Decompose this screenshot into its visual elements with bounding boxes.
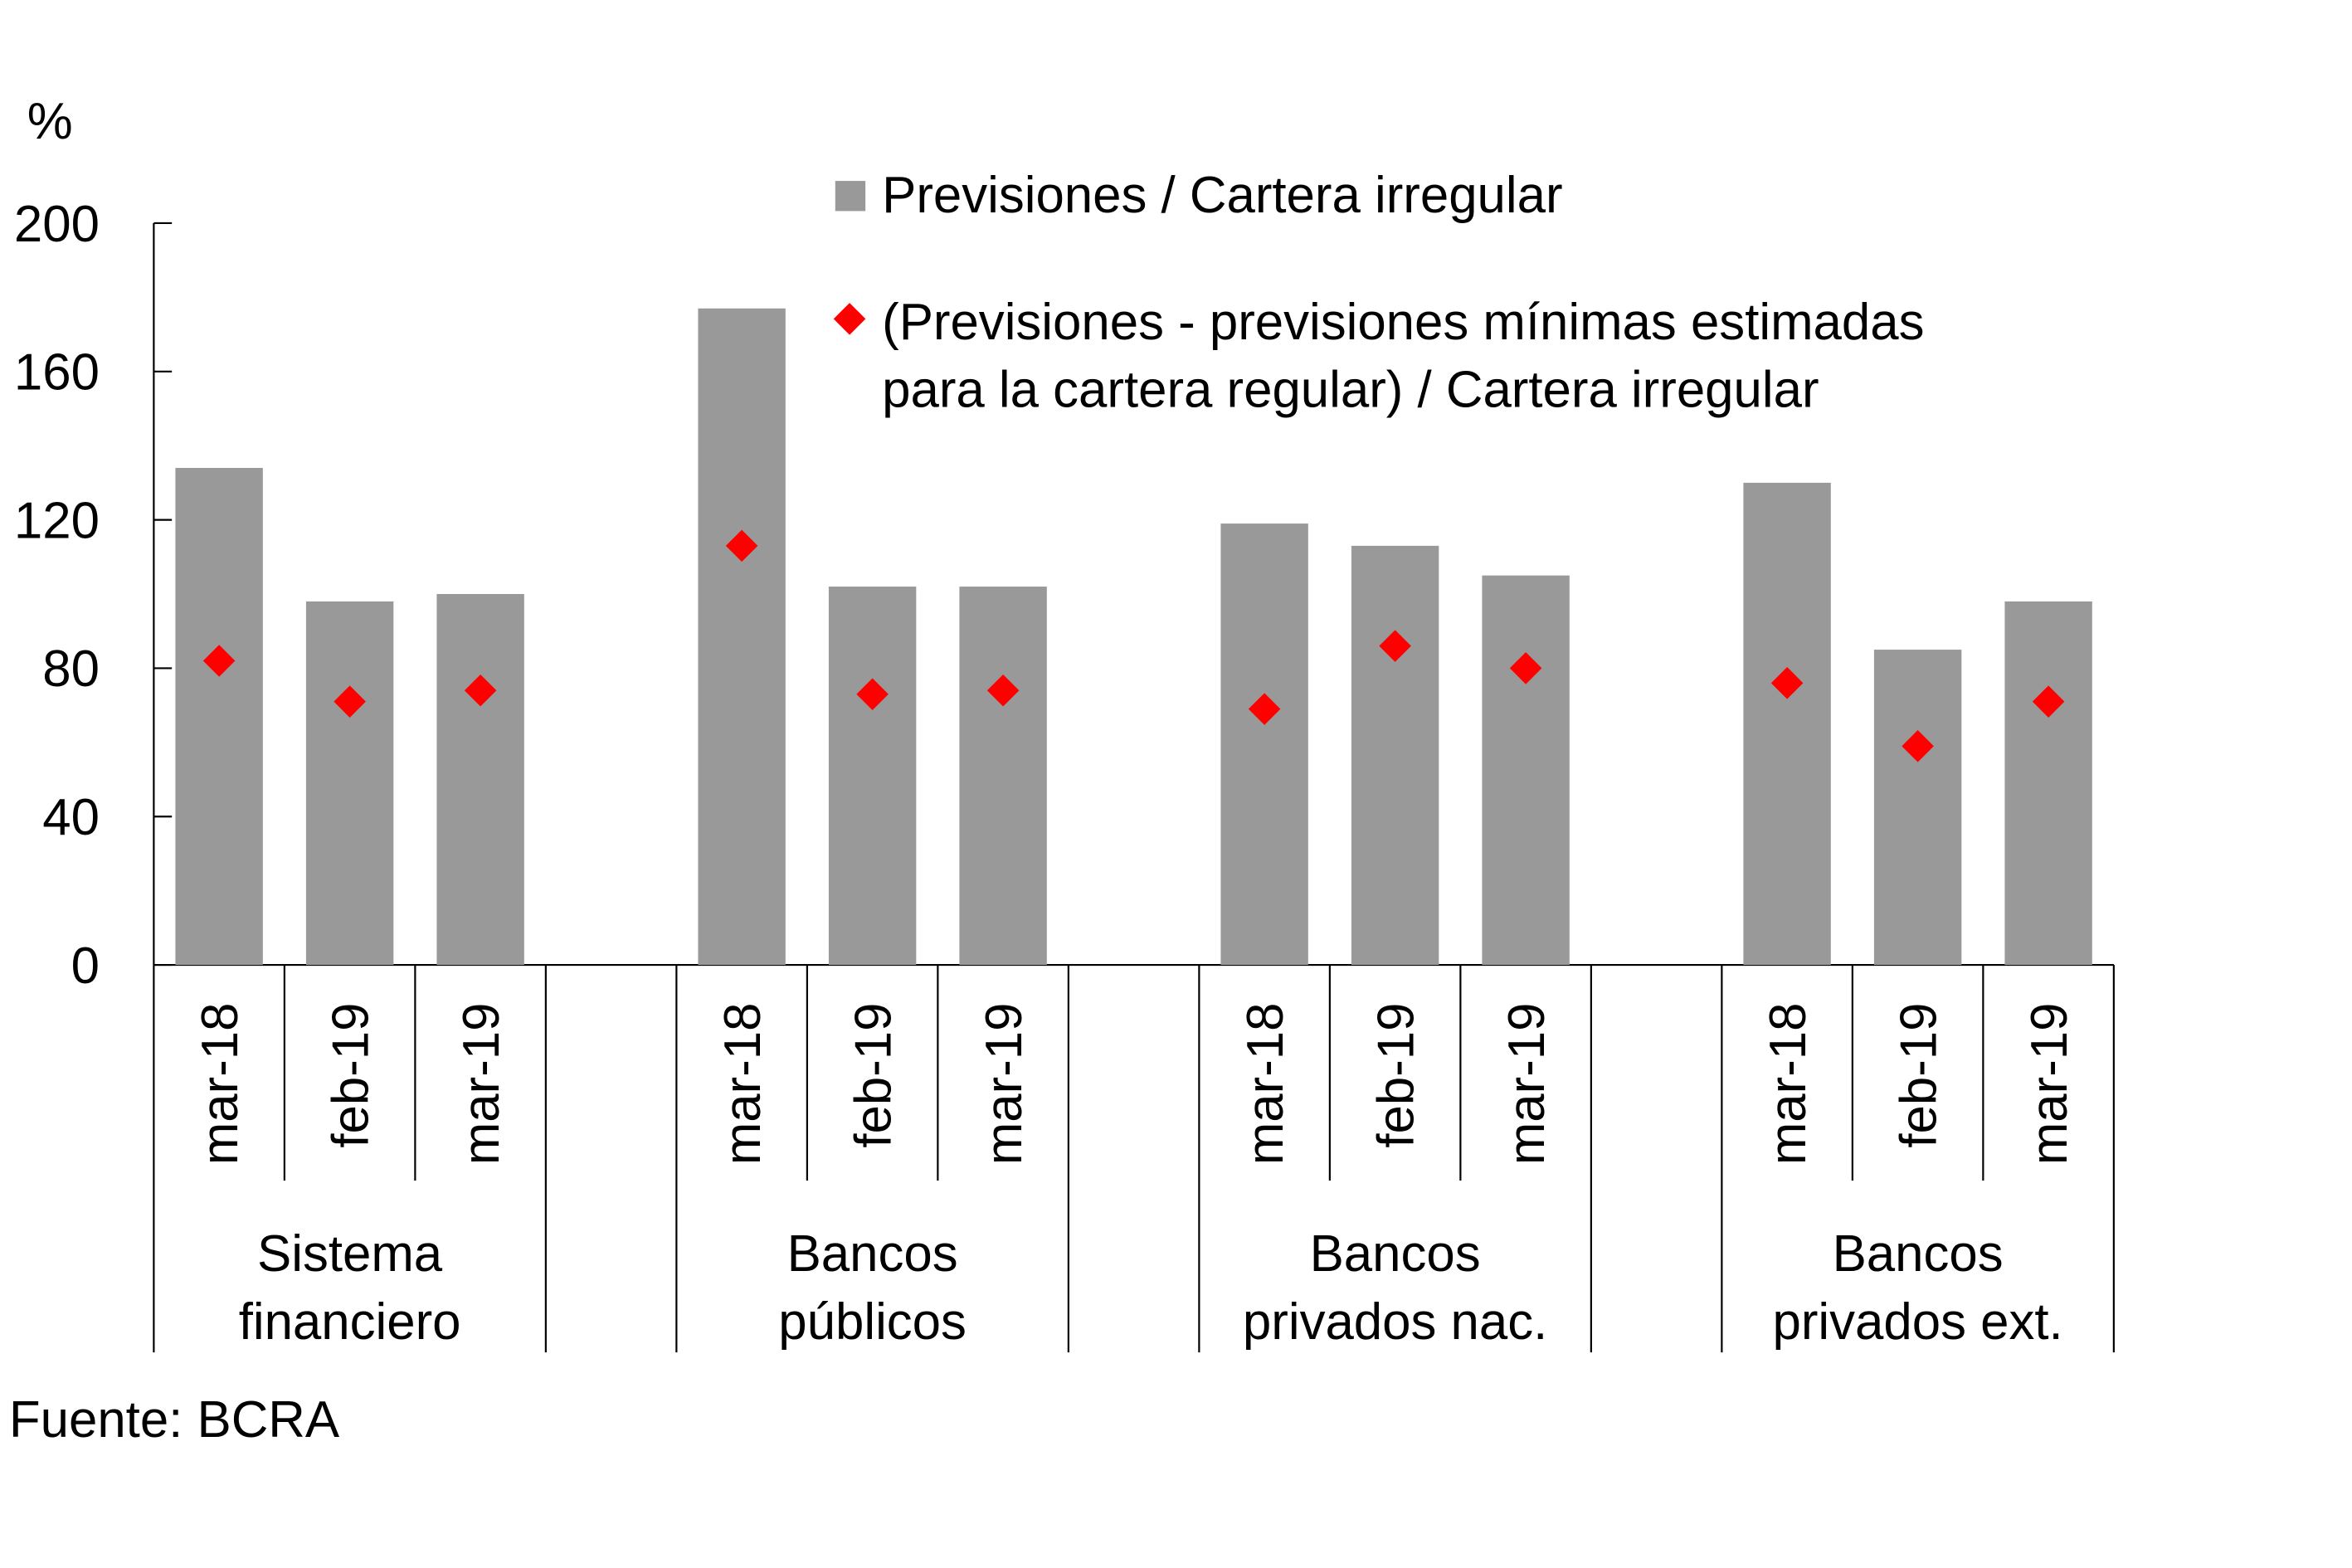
- bar: [959, 587, 1047, 966]
- legend-marker-label-line1: (Previsiones - previsiones mínimas estim…: [882, 294, 1924, 351]
- bar: [828, 587, 917, 966]
- group-label: privados nac.: [1243, 1293, 1547, 1351]
- bar: [1873, 650, 1962, 966]
- x-tick-label: mar-19: [1498, 1003, 1556, 1166]
- legend-bar-swatch: [835, 181, 866, 212]
- x-tick-label: mar-18: [1760, 1003, 1817, 1166]
- x-tick-label: feb-19: [322, 1003, 379, 1148]
- bar: [305, 601, 394, 966]
- x-tick-label: mar-18: [714, 1003, 772, 1166]
- group-label: financiero: [239, 1293, 461, 1351]
- bar: [698, 308, 786, 966]
- bar: [1482, 575, 1570, 966]
- legend: Previsiones / Cartera irregular (Previsi…: [833, 167, 1924, 419]
- bar: [1743, 482, 1831, 966]
- x-labels: mar-18 feb-19 mar-19 Sistema financiero mar-1…: [192, 1003, 2078, 1351]
- x-tick-label: mar-19: [2021, 1003, 2078, 1166]
- y-tick-label: 200: [14, 196, 100, 253]
- group-label: Bancos: [1310, 1225, 1481, 1283]
- axes: 0 40 80 120 160 200: [14, 196, 2115, 1353]
- bar: [175, 468, 263, 966]
- bar: [436, 594, 524, 966]
- group-label: privados ext.: [1773, 1293, 2063, 1351]
- bar: [1351, 545, 1439, 966]
- group-label: Bancos: [787, 1225, 958, 1283]
- x-tick-label: mar-18: [192, 1003, 249, 1166]
- y-tick-label: 80: [42, 640, 100, 698]
- x-tick-label: feb-19: [845, 1003, 902, 1148]
- legend-marker-label-line2: para la cartera regular) / Cartera irreg…: [882, 362, 1819, 419]
- legend-marker-swatch: [833, 303, 866, 335]
- x-tick-label: mar-18: [1237, 1003, 1294, 1166]
- y-tick-label: 160: [14, 344, 100, 402]
- y-tick-label: 40: [42, 789, 100, 846]
- source-note: Fuente: BCRA: [9, 1391, 340, 1449]
- y-tick-label: 0: [71, 937, 100, 995]
- y-tick-label: 120: [14, 492, 100, 549]
- group-label: Bancos: [1833, 1225, 2004, 1283]
- bar: [2004, 601, 2092, 966]
- group-label: Sistema: [257, 1225, 443, 1283]
- y-axis-unit: %: [27, 93, 73, 150]
- x-tick-label: mar-19: [976, 1003, 1033, 1166]
- marker: [986, 674, 1020, 707]
- x-tick-label: feb-19: [1367, 1003, 1424, 1148]
- legend-bar-label: Previsiones / Cartera irregular: [882, 167, 1562, 224]
- x-tick-label: mar-19: [453, 1003, 510, 1166]
- bar: [1220, 523, 1308, 966]
- x-tick-label: feb-19: [1890, 1003, 1947, 1148]
- group-label: públicos: [778, 1293, 967, 1351]
- bars: [175, 308, 2092, 966]
- marker: [1379, 630, 1411, 662]
